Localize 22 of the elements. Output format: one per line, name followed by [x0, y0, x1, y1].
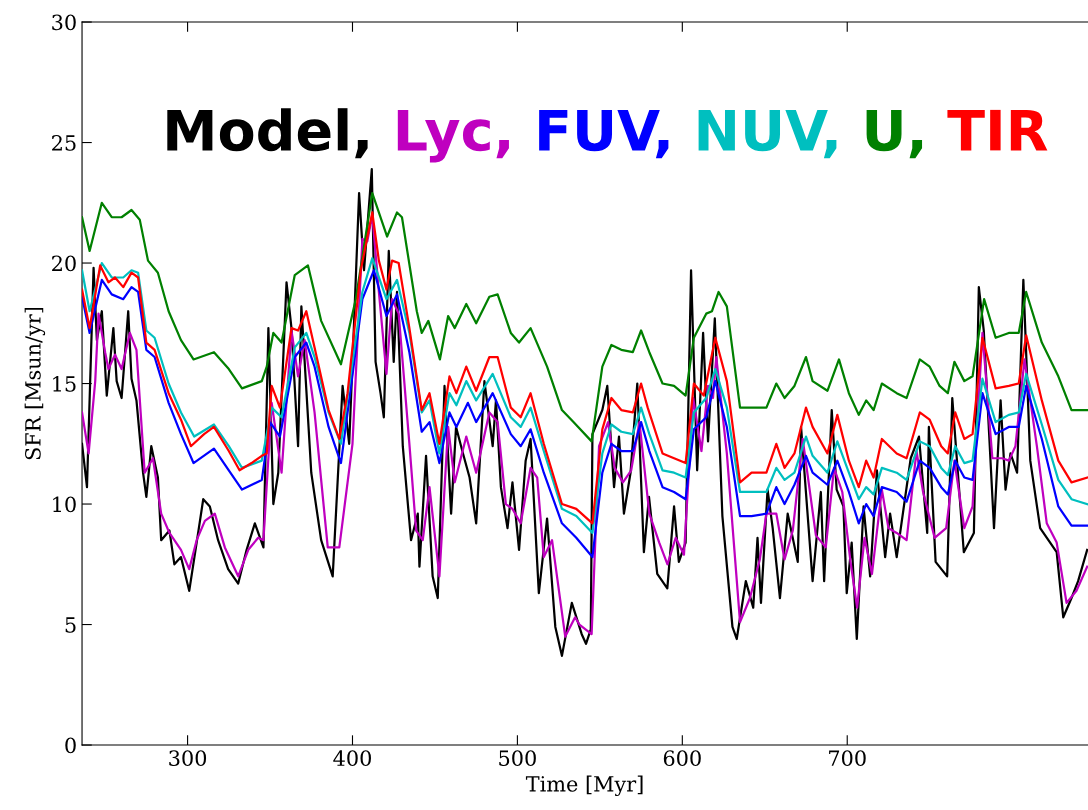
series-label: Model, — [167, 108, 368, 159]
y-tick-label: 0 — [65, 737, 76, 754]
y-tick-label: 20 — [52, 255, 76, 272]
x-tick-label: 500 — [499, 750, 536, 767]
y-tick-label: 15 — [53, 375, 76, 392]
text: FUV, — [539, 109, 669, 159]
line-series — [82, 211, 1088, 525]
y-tick-label: 25 — [52, 134, 76, 151]
y-axis-title: SFR [Msun/yr] — [24, 307, 46, 460]
x-tick-label: 300 — [169, 750, 207, 767]
series-label: Lyc, — [397, 109, 509, 163]
line-series — [82, 192, 1088, 443]
x-axis-title: Time [Myr] — [525, 775, 643, 797]
text: U, — [866, 109, 923, 159]
y-tick-label: 30 — [52, 14, 76, 31]
text: NUV, — [698, 109, 837, 159]
x-tick-label: 400 — [333, 750, 371, 767]
x-tick-label: 700 — [829, 750, 866, 767]
y-tick-label: 10 — [53, 496, 76, 513]
y-tick-label: 5 — [65, 617, 76, 633]
x-tick-label: 600 — [663, 750, 701, 767]
text: TIR — [947, 109, 1048, 151]
